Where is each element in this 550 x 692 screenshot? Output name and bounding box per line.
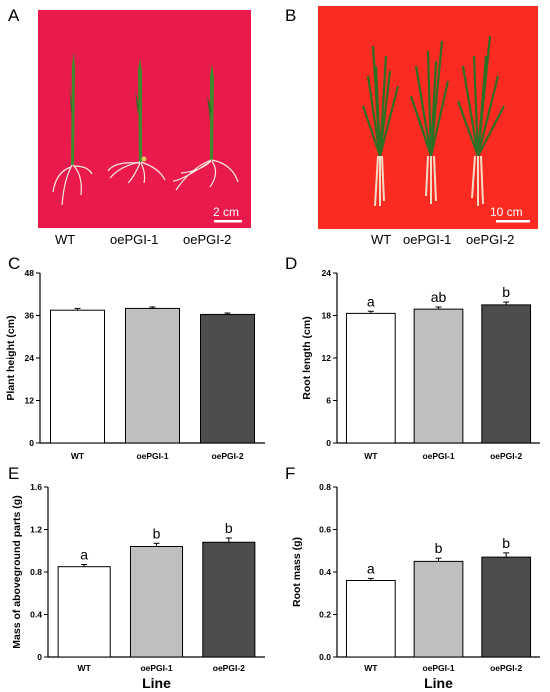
panel-letter-c: C: [8, 254, 21, 273]
x-tick-label-d: WT: [364, 451, 378, 461]
significance-letter-d: b: [502, 284, 510, 300]
bar-f: [345, 580, 396, 658]
y-tick-label-c: 12: [25, 396, 35, 406]
y-tick-label-f: 0.8: [319, 482, 331, 492]
scale-bar-label-b: 10 cm: [490, 205, 523, 219]
significance-letter-d: a: [367, 293, 375, 309]
label-b-oepgi-2: oePGI-2: [466, 232, 515, 247]
seedling-oepgi-2: [172, 64, 239, 191]
y-tick-label-e: 0.4: [30, 610, 42, 620]
x-tick-label-e: oePGI-2: [213, 663, 245, 673]
label-b-oepgi-1: oePGI-1: [403, 232, 452, 247]
bar-f: [413, 560, 464, 658]
y-tick-label-c: 24: [25, 353, 35, 363]
y-tick-label-e: 0.8: [30, 567, 42, 577]
photo-b-plants: 10 cm: [318, 6, 538, 229]
bar-c: [200, 313, 255, 444]
label-a-oepgi-2: oePGI-2: [183, 232, 232, 247]
bar-c: [50, 309, 105, 444]
y-tick-label-f: 0.0: [319, 652, 331, 662]
y-tick-label-e: 0: [37, 652, 42, 662]
x-tick-label-d: oePGI-1: [422, 451, 454, 461]
y-tick-label-c: 48: [25, 268, 35, 278]
bar-c: [125, 307, 180, 444]
x-tick-label-e: oePGI-1: [140, 663, 172, 673]
bar-e: [129, 546, 184, 658]
panel-letter-d: D: [285, 254, 298, 273]
y-axis-label-e: Mass of aboveground parts (g): [11, 495, 23, 648]
x-tick-label-f: oePGI-1: [422, 663, 454, 673]
y-tick-label-f: 0.2: [319, 610, 331, 620]
significance-letter-f: a: [367, 560, 375, 576]
plant-oepgi-2: [456, 35, 505, 206]
y-axis-label-d: Root length (cm): [301, 316, 313, 399]
plant-oepgi-1: [409, 40, 450, 204]
plant-wt: [361, 45, 400, 207]
plants-drawing: 10 cm: [361, 35, 530, 223]
y-tick-label-d: 0: [326, 438, 331, 448]
bar-e: [202, 541, 256, 658]
y-tick-label-d: 24: [322, 268, 332, 278]
significance-letter-f: b: [502, 535, 510, 551]
label-a-wt: WT: [55, 232, 76, 247]
photo-a-seedlings: 2 cm: [38, 10, 251, 228]
significance-letter-e: b: [153, 525, 161, 541]
x-axis-label-f: Line: [424, 675, 453, 691]
y-tick-label-e: 1.2: [30, 525, 42, 535]
y-tick-label-d: 6: [326, 396, 331, 406]
y-tick-label-d: 18: [322, 311, 332, 321]
scale-bar-a: [214, 220, 242, 223]
y-tick-label-f: 0.4: [319, 567, 331, 577]
x-tick-label-c: WT: [71, 451, 85, 461]
y-tick-label-c: 36: [25, 311, 35, 321]
seedling-wt: [52, 52, 93, 206]
panel-letter-b: B: [285, 6, 297, 25]
x-tick-label-f: oePGI-2: [490, 663, 522, 673]
seedling-oepgi-1: [107, 58, 166, 184]
y-tick-label-d: 12: [322, 353, 332, 363]
x-tick-label-c: oePGI-1: [136, 451, 168, 461]
x-tick-label-f: WT: [364, 663, 378, 673]
y-tick-label-f: 0.6: [319, 525, 331, 535]
y-tick-label-e: 1.6: [30, 482, 42, 492]
significance-letter-d: ab: [431, 289, 447, 305]
scale-bar-label-a: 2 cm: [213, 205, 239, 219]
scale-bar-b: [496, 220, 530, 223]
x-axis-label-e: Line: [142, 675, 171, 691]
bar-d: [413, 308, 464, 444]
significance-letter-f: b: [435, 540, 443, 556]
bar-f: [481, 556, 532, 658]
bar-d: [481, 304, 532, 444]
x-tick-label-e: WT: [78, 663, 92, 673]
x-tick-label-c: oePGI-2: [211, 451, 243, 461]
bar-d: [345, 312, 396, 444]
panel-letter-f: F: [285, 464, 296, 483]
panel-letter-e: E: [8, 464, 20, 483]
significance-letter-e: a: [80, 547, 88, 563]
seedlings-drawing: 2 cm: [52, 52, 242, 223]
significance-letter-e: b: [225, 520, 233, 536]
y-axis-label-f: Root mass (g): [291, 537, 303, 607]
y-tick-label-c: 0: [29, 438, 34, 448]
bar-e: [57, 566, 111, 658]
panel-letter-a: A: [8, 6, 20, 25]
x-tick-label-d: oePGI-2: [490, 451, 522, 461]
label-a-oepgi-1: oePGI-1: [110, 232, 159, 247]
label-b-wt: WT: [371, 232, 392, 247]
y-axis-label-c: Plant height (cm): [5, 315, 17, 400]
